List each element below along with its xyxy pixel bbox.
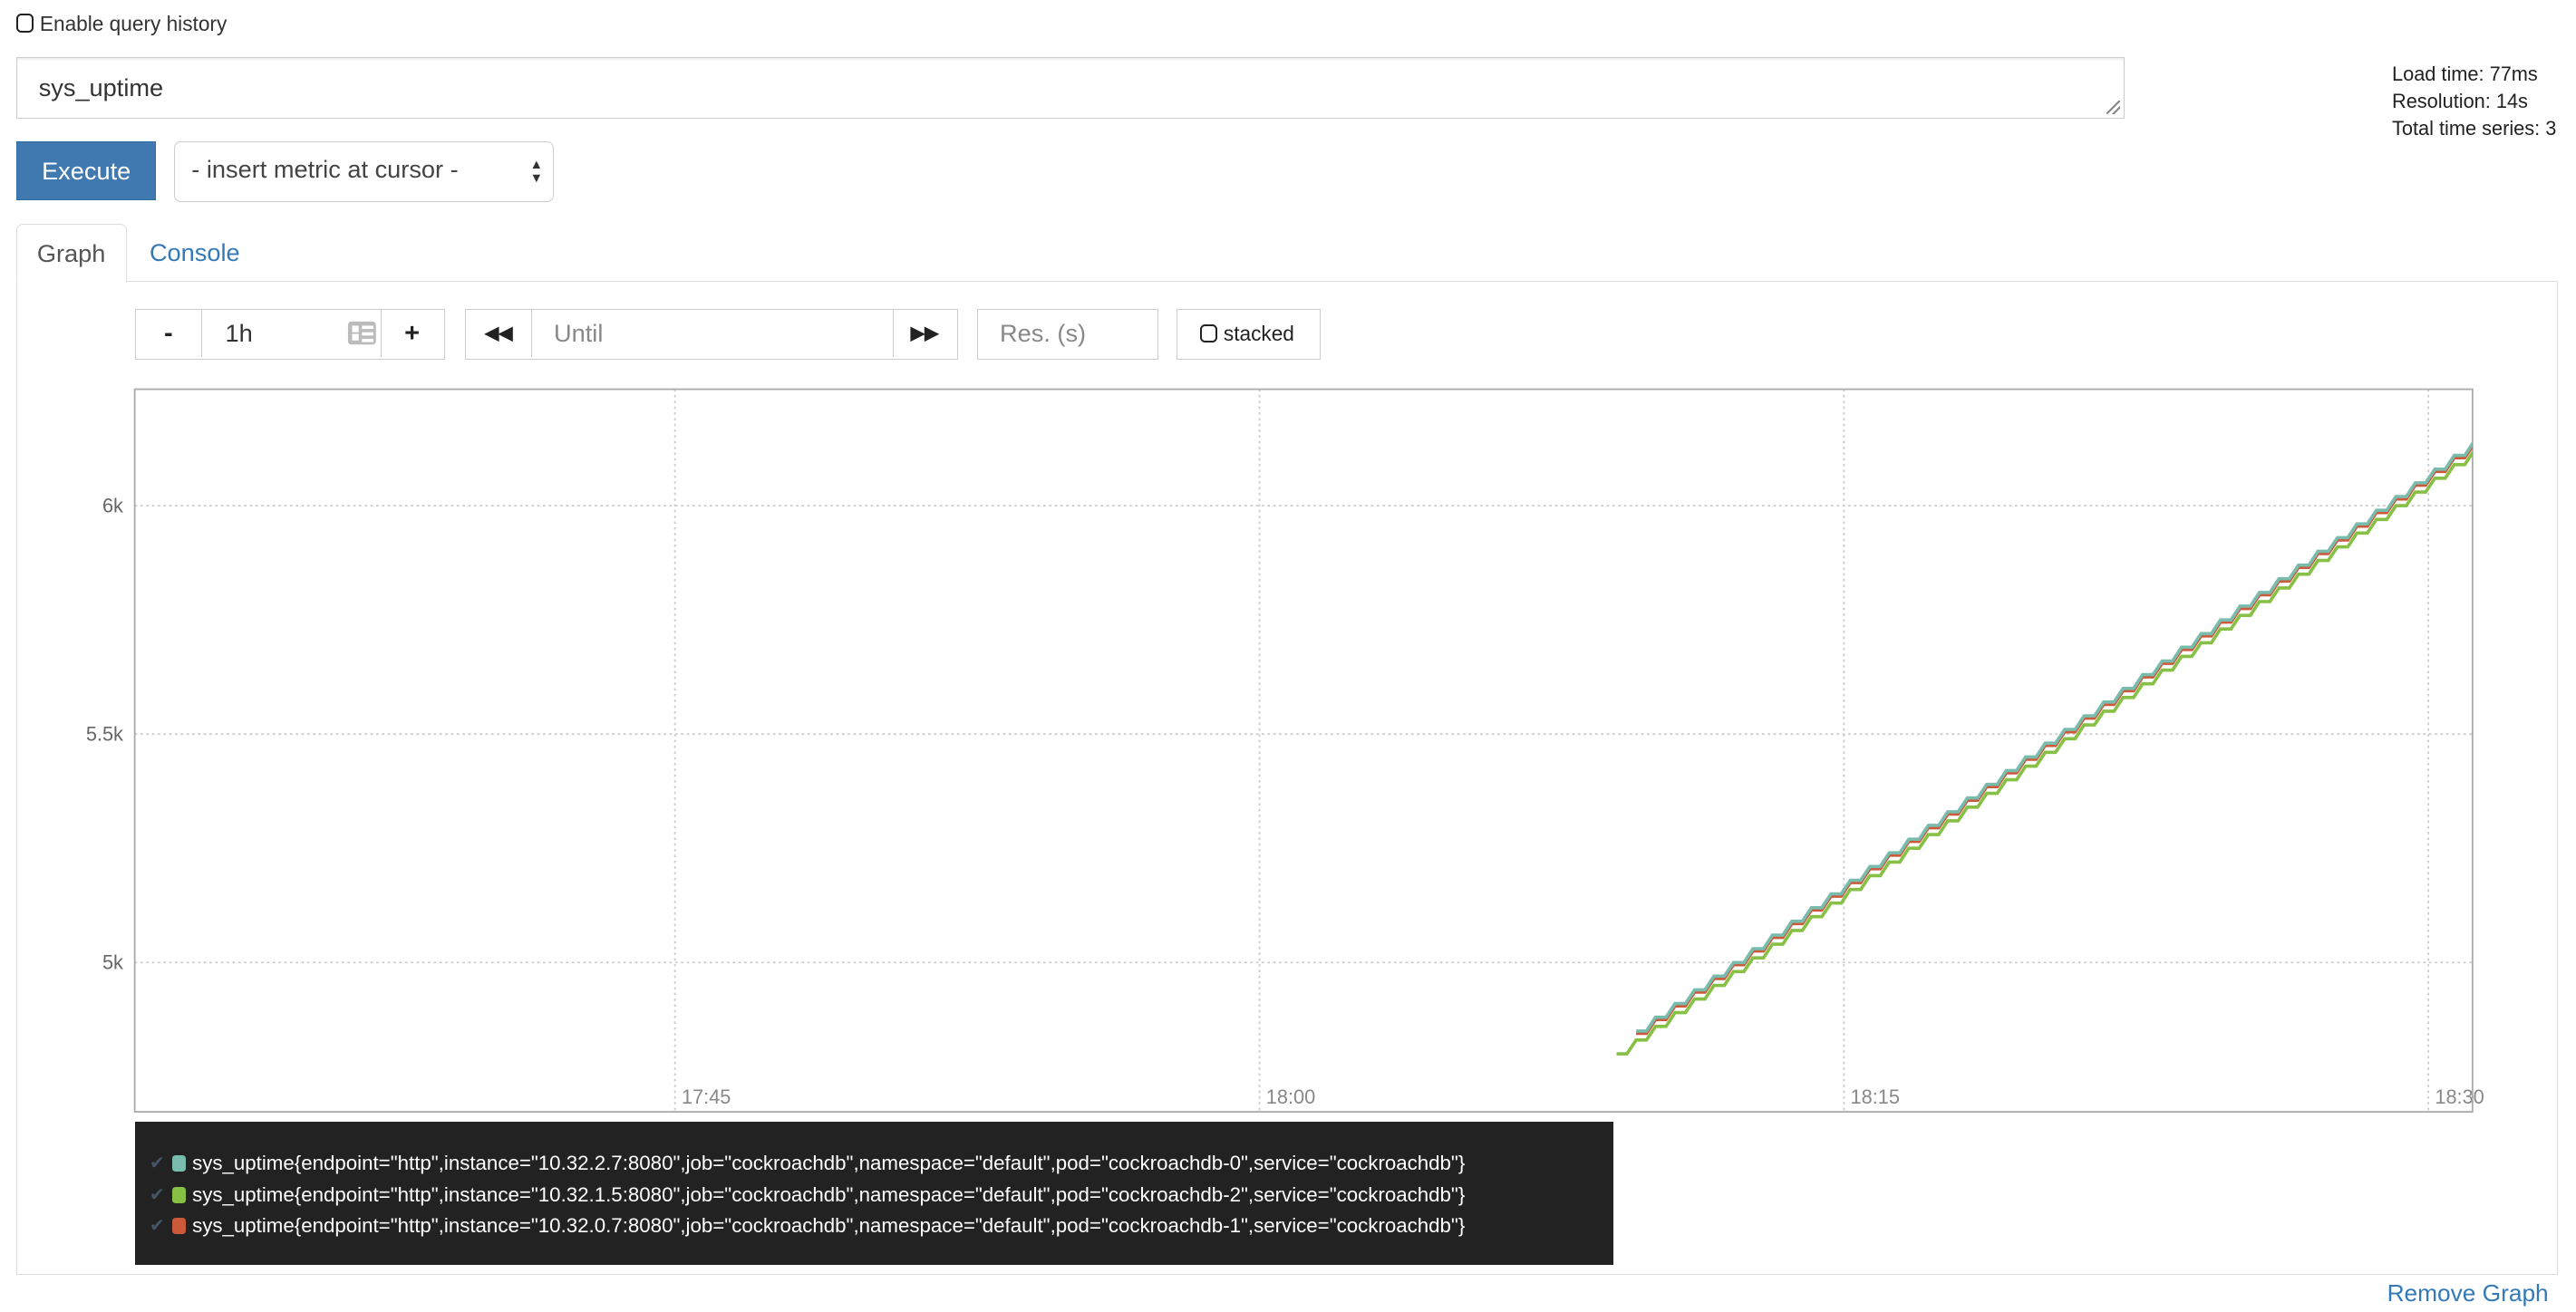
time-forward-button[interactable]: ▶▶ <box>893 309 955 358</box>
y-tick-label: 5.5k <box>86 722 123 745</box>
select-arrows-icon: ▲ ▼ <box>529 158 543 186</box>
range-increase-button[interactable]: + <box>380 309 443 358</box>
insert-metric-select[interactable]: - insert metric at cursor - ▲ ▼ <box>174 140 554 202</box>
x-tick-label: 18:15 <box>1851 1085 1900 1108</box>
execute-button[interactable]: Execute <box>16 140 157 201</box>
legend-label: sys_uptime{endpoint="http",instance="10.… <box>192 1182 1466 1206</box>
graph-legend: ✔ sys_uptime{endpoint="http",instance="10… <box>134 1121 1613 1265</box>
series-swatch <box>172 1217 186 1235</box>
legend-label: sys_uptime{endpoint="http",instance="10.… <box>192 1152 1466 1175</box>
range-input[interactable]: 1h <box>201 309 381 358</box>
check-icon: ✔ <box>149 1216 165 1237</box>
resize-handle-icon[interactable] <box>2106 101 2120 114</box>
query-stats: Load time: 77ms Resolution: 14s Total ti… <box>2392 61 2556 142</box>
resolution: Resolution: 14s <box>2392 89 2528 112</box>
tab-bar: Graph Console <box>16 223 2558 283</box>
double-chevron-right-icon: ▶▶ <box>910 323 939 344</box>
load-time: Load time: 77ms <box>2392 63 2538 86</box>
legend-item[interactable]: ✔ sys_uptime{endpoint="http",instance="10… <box>150 1211 1613 1241</box>
tab-graph[interactable]: Graph <box>16 223 127 283</box>
total-time-series: Total time series: 3 <box>2392 116 2557 140</box>
until-placeholder: Until <box>554 319 604 348</box>
y-tick-label: 5k <box>102 950 123 973</box>
range-decrease-button[interactable]: - <box>164 318 173 348</box>
range-control-group: - 1h + <box>134 308 446 360</box>
remove-graph-link[interactable]: Remove Graph <box>2387 1278 2549 1307</box>
graph-chart: 5k 5.5k 6k 17:45 18:00 18:15 18:30 <box>86 388 2484 1113</box>
x-tick-label: 17:45 <box>682 1085 731 1108</box>
resolution-placeholder: Res. (s) <box>1000 319 1087 348</box>
until-input[interactable]: Until <box>531 309 893 358</box>
expression-value: sys_uptime <box>38 72 164 101</box>
check-icon: ✔ <box>149 1184 165 1205</box>
stacked-label: stacked <box>1223 321 1294 345</box>
plot-frame <box>133 388 2474 1113</box>
enable-query-history-label: Enable query history <box>39 11 228 35</box>
calendar-icon <box>348 322 377 345</box>
time-back-button[interactable]: ◀◀ <box>466 310 532 358</box>
graph-panel <box>16 280 2559 1275</box>
double-chevron-left-icon: ◀◀ <box>484 323 513 344</box>
end-time-control-group: ◀◀ Until ▶▶ <box>464 308 958 360</box>
tab-console[interactable]: Console <box>149 237 240 266</box>
x-tick-label: 18:00 <box>1266 1085 1315 1108</box>
check-icon: ✔ <box>149 1153 165 1174</box>
stacked-toggle[interactable]: stacked <box>1176 308 1322 360</box>
insert-metric-selected: - insert metric at cursor - <box>191 155 459 184</box>
legend-item[interactable]: ✔ sys_uptime{endpoint="http",instance="10… <box>150 1148 1613 1179</box>
range-value: 1h <box>225 319 253 348</box>
enable-query-history-checkbox[interactable]: Enable query history <box>16 12 227 36</box>
series-swatch <box>172 1155 186 1172</box>
expression-input[interactable]: sys_uptime <box>16 57 2125 119</box>
x-tick-label: 18:30 <box>2435 1085 2484 1108</box>
legend-label: sys_uptime{endpoint="http",instance="10.… <box>192 1214 1466 1238</box>
checkbox-icon[interactable] <box>16 14 34 33</box>
y-tick-label: 6k <box>102 494 123 516</box>
series-swatch <box>172 1186 186 1203</box>
resolution-input[interactable]: Res. (s) <box>977 308 1158 360</box>
series-line <box>1636 440 2473 1033</box>
series-line <box>1616 449 2473 1056</box>
checkbox-icon[interactable] <box>1200 323 1217 343</box>
legend-item[interactable]: ✔ sys_uptime{endpoint="http",instance="10… <box>150 1179 1613 1210</box>
